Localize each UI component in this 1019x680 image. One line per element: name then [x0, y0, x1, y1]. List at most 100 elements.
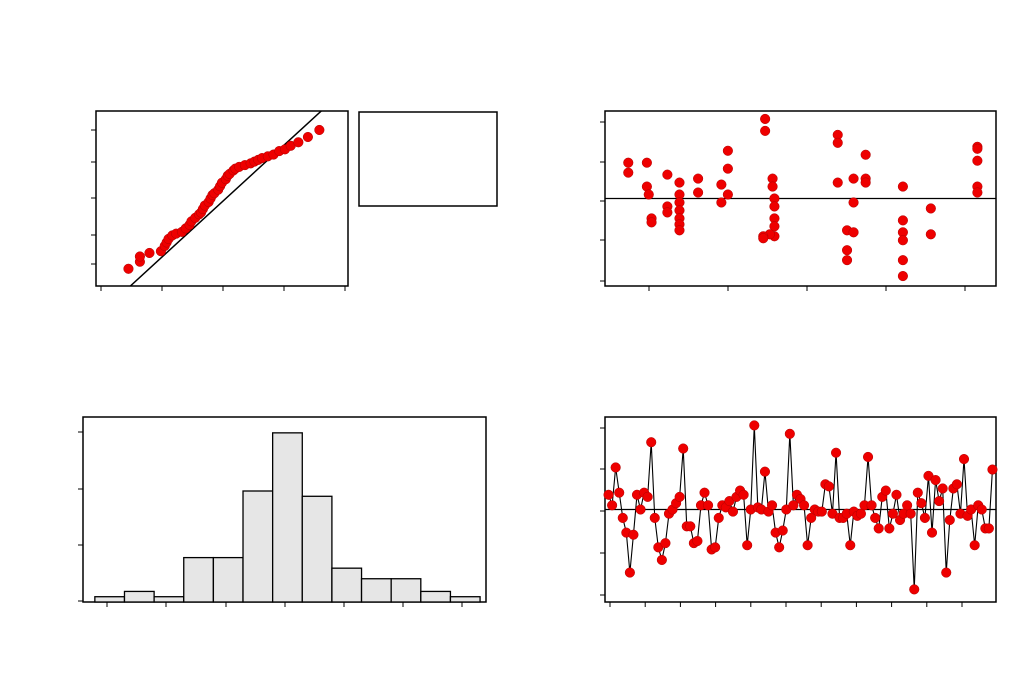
data-point: [777, 525, 788, 536]
data-point: [873, 523, 884, 534]
normal-probability-plot: [91, 110, 349, 291]
data-point: [897, 215, 908, 226]
data-point: [643, 189, 654, 200]
histogram-bar: [449, 596, 481, 603]
data-point: [976, 504, 987, 515]
data-point: [972, 187, 983, 198]
fit-line: [129, 111, 322, 286]
versus-fits-plot: [600, 110, 997, 291]
data-point: [862, 451, 874, 462]
data-point: [860, 149, 871, 160]
data-point: [660, 538, 671, 549]
data-point: [646, 437, 657, 448]
data-point: [897, 271, 908, 282]
data-point: [841, 255, 853, 266]
data-point: [693, 187, 704, 198]
data-point: [788, 500, 799, 511]
data-point: [617, 512, 628, 523]
data-point: [610, 462, 621, 473]
data-point: [674, 491, 685, 502]
histogram-bar: [301, 495, 333, 603]
data-point: [916, 498, 927, 509]
data-point: [887, 508, 898, 519]
data-point: [144, 247, 155, 259]
data-point: [806, 512, 817, 523]
data-point: [823, 481, 834, 492]
data-point: [716, 197, 727, 208]
histogram-bar: [390, 578, 422, 603]
data-point: [758, 233, 769, 244]
data-point: [769, 221, 780, 232]
data-point: [912, 487, 923, 498]
data-point: [897, 255, 908, 266]
data-point: [905, 508, 916, 519]
data-point: [891, 489, 902, 500]
data-point: [830, 447, 842, 458]
histogram-bar: [242, 490, 274, 603]
data-point: [674, 225, 685, 236]
data-point: [607, 500, 618, 511]
data-point: [987, 464, 998, 475]
data-point: [641, 157, 652, 168]
data-point: [925, 203, 936, 214]
data-point: [848, 173, 859, 184]
data-point: [722, 189, 733, 200]
data-point: [958, 453, 970, 465]
data-point: [759, 466, 771, 477]
data-point: [134, 251, 145, 262]
data-point: [774, 542, 785, 553]
data-point: [767, 500, 778, 511]
data-point: [841, 245, 853, 256]
data-point: [880, 485, 891, 496]
data-point: [897, 235, 908, 246]
histogram-bar: [271, 432, 303, 603]
histogram-bar: [331, 567, 363, 603]
data-point: [866, 500, 877, 511]
data-point: [902, 500, 913, 511]
data-point: [123, 263, 134, 274]
data-point: [716, 179, 727, 190]
data-point: [951, 479, 962, 490]
data-point: [302, 131, 313, 143]
data-point: [941, 567, 952, 578]
data-point: [624, 567, 635, 578]
data-point: [897, 181, 908, 192]
data-point: [692, 535, 703, 547]
data-point: [926, 527, 938, 538]
data-point: [760, 125, 771, 136]
data-point: [703, 500, 714, 511]
data-point: [635, 504, 646, 515]
data-point: [738, 489, 749, 500]
data-point: [784, 428, 795, 439]
data-point: [628, 529, 639, 540]
data-point: [802, 540, 813, 551]
data-point: [860, 177, 871, 188]
data-point: [799, 500, 810, 511]
data-point: [699, 487, 710, 498]
data-point: [674, 177, 685, 188]
data-point: [919, 512, 930, 523]
data-point: [722, 145, 733, 156]
data-point: [293, 137, 304, 148]
data-point: [816, 506, 827, 517]
versus-order-plot: [600, 416, 998, 607]
legend-frame: [358, 111, 498, 207]
data-point: [832, 177, 843, 188]
data-point: [767, 181, 778, 192]
histogram-bar: [123, 590, 155, 603]
data-point: [727, 506, 739, 517]
data-point: [944, 514, 955, 526]
data-point: [742, 540, 753, 551]
data-point: [972, 155, 983, 166]
legend-box: [358, 111, 498, 207]
data-point: [662, 169, 673, 180]
data-point: [925, 229, 936, 240]
data-point: [623, 167, 634, 178]
data-point: [937, 483, 948, 494]
histogram-bar: [360, 578, 392, 603]
data-point: [614, 487, 625, 498]
data-point: [722, 163, 733, 174]
histogram-bar: [153, 596, 185, 603]
data-point: [848, 197, 859, 208]
data-point: [314, 124, 325, 136]
